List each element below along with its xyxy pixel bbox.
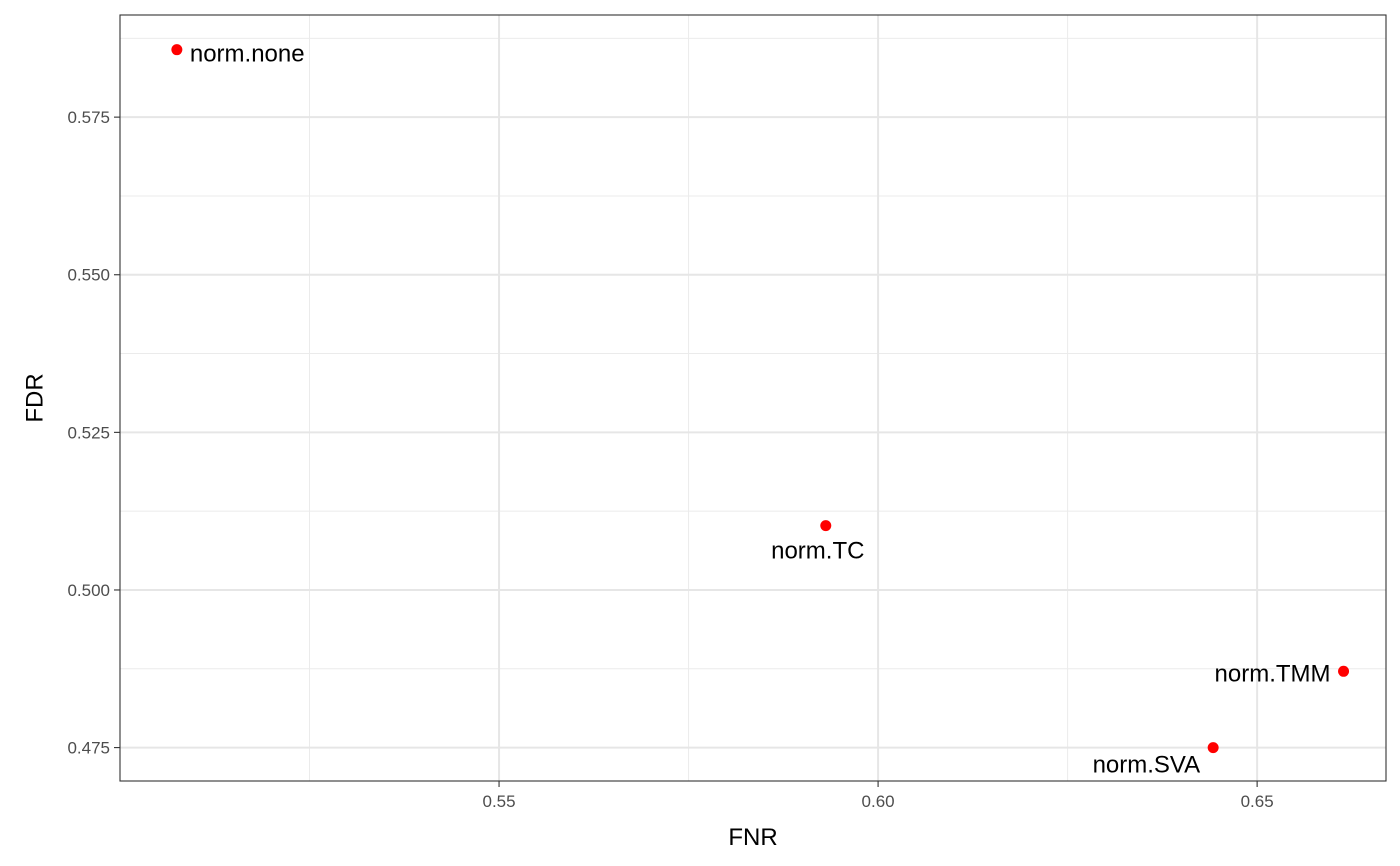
x-tick-label: 0.60 [862, 792, 895, 811]
point-label: norm.TC [771, 538, 864, 565]
point-labels: norm.none norm.TC norm.TMM norm.SVA [190, 41, 1331, 779]
point-label: norm.none [190, 41, 305, 68]
y-axis-ticks: 0.475 0.500 0.525 0.550 0.575 [67, 108, 120, 758]
data-point [1207, 742, 1219, 754]
data-point [171, 44, 183, 56]
y-tick-label: 0.500 [67, 581, 110, 600]
y-axis-title: FDR [21, 373, 48, 422]
data-points [171, 44, 1350, 754]
x-axis-title: FNR [728, 824, 777, 851]
major-grid [120, 15, 1386, 781]
y-tick-label: 0.575 [67, 108, 110, 127]
y-tick-label: 0.475 [67, 739, 110, 758]
y-tick-label: 0.550 [67, 266, 110, 285]
point-label: norm.TMM [1215, 660, 1331, 687]
x-tick-label: 0.55 [482, 792, 515, 811]
x-tick-label: 0.65 [1241, 792, 1274, 811]
plot-panel-border [119, 14, 1387, 782]
x-axis-ticks: 0.55 0.60 0.65 [482, 781, 1274, 811]
minor-grid [120, 15, 1386, 781]
data-point [820, 520, 832, 532]
data-point [1338, 665, 1350, 677]
y-tick-label: 0.525 [67, 423, 110, 442]
point-label: norm.SVA [1093, 752, 1201, 779]
